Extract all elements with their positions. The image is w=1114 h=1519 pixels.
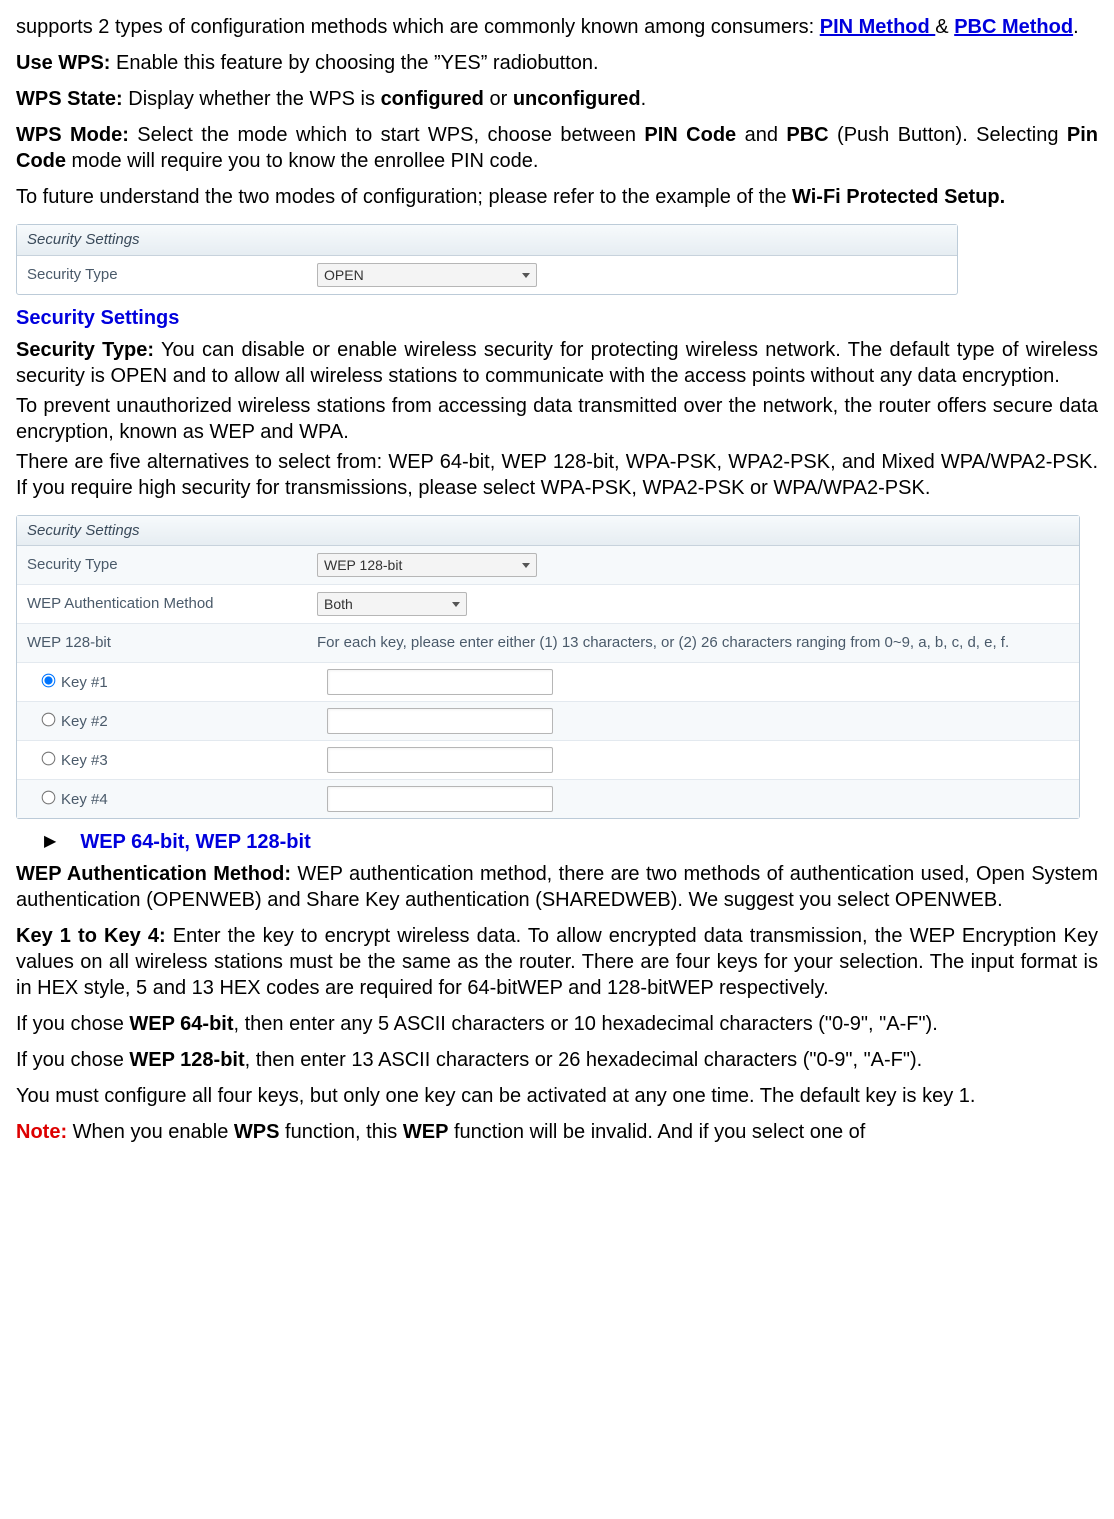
key4-input[interactable] — [327, 786, 553, 812]
wep-auth-label: WEP Authentication Method: — [16, 863, 291, 885]
auth-select[interactable]: Both — [317, 592, 467, 616]
wps-state-label: WPS State: — [16, 88, 123, 110]
shot2-hint: For each key, please enter either (1) 13… — [317, 633, 1009, 653]
key2-radio[interactable] — [42, 713, 56, 727]
wps-mode-paragraph: WPS Mode: Select the mode which to start… — [16, 122, 1098, 174]
sectype-select[interactable]: WEP 128-bit — [317, 553, 537, 577]
wep-bullet-heading: WEP 64-bit, WEP 128-bit — [80, 829, 310, 855]
pin-method-link[interactable]: PIN Method — [820, 16, 936, 38]
shot1-security-type-select-wrap: OPEN — [317, 263, 537, 287]
key1-input[interactable] — [327, 669, 553, 695]
future-paragraph: To future understand the two modes of co… — [16, 184, 1098, 210]
key1-radio[interactable] — [42, 674, 56, 688]
security-settings-heading: Security Settings — [16, 305, 1098, 331]
key4-row: Key #4 — [27, 788, 327, 810]
wep-auth-paragraph: WEP Authentication Method: WEP authentic… — [16, 861, 1098, 913]
security-settings-wep-screenshot: Security Settings Security Type WEP 128-… — [16, 515, 1080, 820]
wep64-paragraph: If you chose WEP 64-bit, then enter any … — [16, 1011, 1098, 1037]
key3-input[interactable] — [327, 747, 553, 773]
use-wps-label: Use WPS: — [16, 52, 110, 74]
triangle-icon: ▶ — [44, 832, 56, 853]
use-wps-text: Enable this feature by choosing the ”YES… — [110, 52, 598, 74]
security-type-paragraph: Security Type: You can disable or enable… — [16, 337, 1098, 389]
intro-paragraph: supports 2 types of configuration method… — [16, 14, 1098, 40]
key1-row: Key #1 — [27, 671, 327, 693]
key1to4-label: Key 1 to Key 4: — [16, 925, 166, 947]
note-label: Note: — [16, 1121, 67, 1143]
security-settings-open-screenshot: Security Settings Security Type OPEN — [16, 224, 958, 295]
use-wps-paragraph: Use WPS: Enable this feature by choosing… — [16, 50, 1098, 76]
shot2-sectype-label: Security Type — [27, 555, 317, 575]
amp: & — [935, 16, 954, 38]
fourkeys-paragraph: You must configure all four keys, but on… — [16, 1083, 1098, 1109]
shot2-auth-label: WEP Authentication Method — [27, 594, 317, 614]
shot1-security-type-label: Security Type — [27, 265, 317, 285]
security-type-select[interactable]: OPEN — [317, 263, 537, 287]
pbc-method-link[interactable]: PBC Method — [954, 16, 1073, 38]
key3-row: Key #3 — [27, 749, 327, 771]
key2-input[interactable] — [327, 708, 553, 734]
wep-bullet-row: ▶ WEP 64-bit, WEP 128-bit — [44, 829, 1098, 855]
key3-radio[interactable] — [42, 752, 56, 766]
shot2-wep128-label: WEP 128-bit — [27, 633, 317, 653]
wps-state-paragraph: WPS State: Display whether the WPS is co… — [16, 86, 1098, 112]
sec-para3: There are five alternatives to select fr… — [16, 449, 1098, 501]
security-type-label: Security Type: — [16, 339, 154, 361]
key2-row: Key #2 — [27, 710, 327, 732]
wep128-paragraph: If you chose WEP 128-bit, then enter 13 … — [16, 1047, 1098, 1073]
shot2-header: Security Settings — [17, 516, 1079, 547]
wps-mode-label: WPS Mode: — [16, 124, 129, 146]
period: . — [1073, 16, 1079, 38]
intro-text: supports 2 types of configuration method… — [16, 16, 820, 38]
sec-para2: To prevent unauthorized wireless station… — [16, 393, 1098, 445]
shot1-header: Security Settings — [17, 225, 957, 256]
note-paragraph: Note: When you enable WPS function, this… — [16, 1119, 1098, 1145]
key1to4-paragraph: Key 1 to Key 4: Enter the key to encrypt… — [16, 923, 1098, 1001]
key4-radio[interactable] — [42, 791, 56, 805]
